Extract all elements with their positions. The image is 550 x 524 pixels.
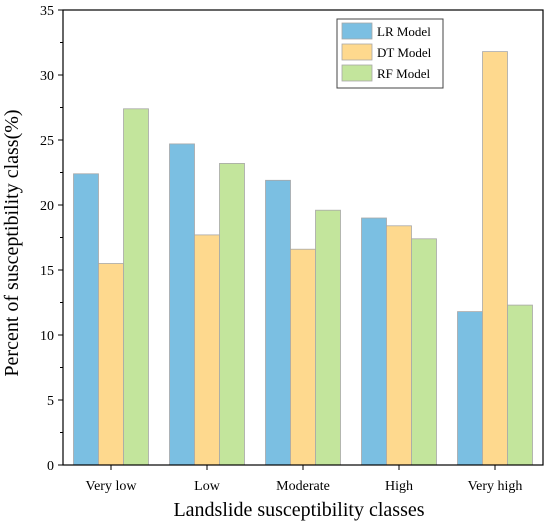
bar-rf-model-moderate xyxy=(315,209,341,466)
x-tick-label: Very low xyxy=(86,479,138,494)
y-axis-label: Percent of susceptibility class(%) xyxy=(1,109,23,376)
axes-layer: Very low Low Moderate High Very high 0 5 10 15 20… xyxy=(40,4,544,494)
legend: LR Model DT Model RF Model xyxy=(336,18,444,89)
y-tick-label: 0 xyxy=(47,459,54,474)
bar-rf-model-very-high xyxy=(507,304,533,466)
bar-lr-model-moderate xyxy=(265,179,291,466)
bar-rf-model-very-low xyxy=(123,108,149,466)
y-tick-label: 20 xyxy=(40,199,54,214)
y-tick-label: 10 xyxy=(40,329,54,344)
bar-dt-model-moderate xyxy=(290,248,316,466)
y-tick-label: 35 xyxy=(40,4,54,19)
bar-dt-model-low xyxy=(194,234,220,466)
x-tick-label: High xyxy=(385,479,413,494)
y-tick-label: 15 xyxy=(40,264,54,279)
x-axis-label: Landslide susceptibility classes xyxy=(173,499,424,521)
x-tick-label: Low xyxy=(194,479,221,494)
bar-lr-model-very-high xyxy=(457,311,483,466)
x-tick-label: Moderate xyxy=(276,479,330,494)
bar-dt-model-very-low xyxy=(98,263,124,466)
y-tick-label: 30 xyxy=(40,69,54,84)
bars-layer xyxy=(73,51,533,466)
bar-lr-model-high xyxy=(361,217,387,466)
bar-rf-model-low xyxy=(219,162,245,466)
y-tick-label: 25 xyxy=(40,134,54,149)
bar-dt-model-high xyxy=(386,225,412,466)
bar-lr-model-low xyxy=(169,143,195,466)
y-tick-label: 5 xyxy=(47,394,54,409)
bar-lr-model-very-low xyxy=(73,173,99,466)
legend-swatch xyxy=(341,22,373,40)
x-tick-label: Very high xyxy=(468,479,523,494)
legend-swatch xyxy=(341,64,373,82)
legend-label: RF Model xyxy=(377,66,430,81)
legend-swatch xyxy=(341,43,373,61)
bar-rf-model-high xyxy=(411,238,437,466)
legend-label: LR Model xyxy=(377,24,431,39)
legend-label: DT Model xyxy=(377,45,432,60)
bar-dt-model-very-high xyxy=(482,51,508,466)
